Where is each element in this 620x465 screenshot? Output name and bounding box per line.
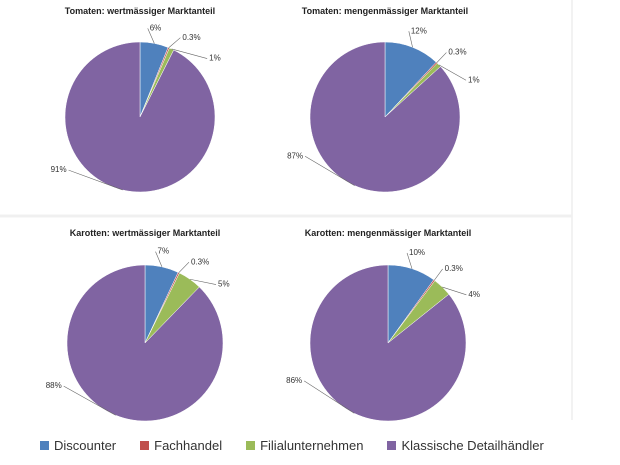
leader-line [438, 64, 467, 81]
legend-label: Filialunternehmen [260, 438, 364, 453]
data-label: 0.3% [448, 48, 466, 57]
leader-line [147, 28, 155, 44]
data-label: 0.3% [191, 257, 209, 266]
legend-item: Fachhandel [140, 438, 222, 453]
data-label: 5% [218, 280, 230, 289]
leader-line [442, 286, 467, 296]
pie-slice [66, 264, 224, 422]
data-label: 0.3% [445, 264, 463, 273]
pie-slice [64, 41, 216, 193]
data-label: 0.3% [182, 33, 200, 42]
data-label: 1% [209, 54, 221, 63]
legend-swatch [40, 441, 49, 450]
chart-title: Tomaten: mengenmässiger Marktanteil [301, 6, 469, 16]
leader-line [171, 48, 208, 59]
data-label: 91% [51, 165, 67, 174]
leader-line [436, 52, 447, 63]
chart-title: Karotten: wertmässiger Marktanteil [69, 228, 221, 238]
legend-item: Discounter [40, 438, 116, 453]
data-label: 1% [468, 75, 480, 84]
leader-line [304, 380, 355, 414]
data-label: 86% [286, 376, 302, 385]
data-label: 88% [46, 381, 62, 390]
leader-line [178, 261, 190, 273]
leader-line [63, 385, 116, 416]
legend-label: Discounter [54, 438, 117, 453]
legend-label: Klassische Detailhändler [401, 438, 544, 453]
leader-line [434, 268, 443, 281]
legend-swatch [387, 441, 397, 450]
data-label: 4% [468, 290, 480, 299]
data-label: 7% [158, 247, 170, 256]
legend: Discounter Fachhandel Filialunternehmen Kla… [40, 438, 580, 453]
chart-title: Karotten: mengenmässiger Marktanteil [304, 228, 472, 238]
leader-line [304, 155, 355, 186]
data-label: 10% [409, 248, 425, 257]
leader-line [408, 31, 413, 48]
data-label: 12% [411, 26, 427, 35]
legend-item: Filialunternehmen [246, 438, 363, 453]
legend-swatch [246, 441, 256, 450]
leader-line [68, 169, 123, 191]
leader-line [406, 252, 413, 269]
leader-line [189, 278, 217, 285]
legend-item: Klassische Detailhändler [387, 438, 544, 453]
legend-swatch [140, 441, 150, 450]
leader-line [155, 251, 163, 267]
data-label: 6% [150, 23, 162, 32]
legend-label: Fachhandel [154, 438, 223, 453]
chart-title: Tomaten: wertmässiger Marktanteil [64, 6, 216, 16]
data-label: 87% [287, 151, 303, 160]
leader-line [168, 37, 181, 48]
